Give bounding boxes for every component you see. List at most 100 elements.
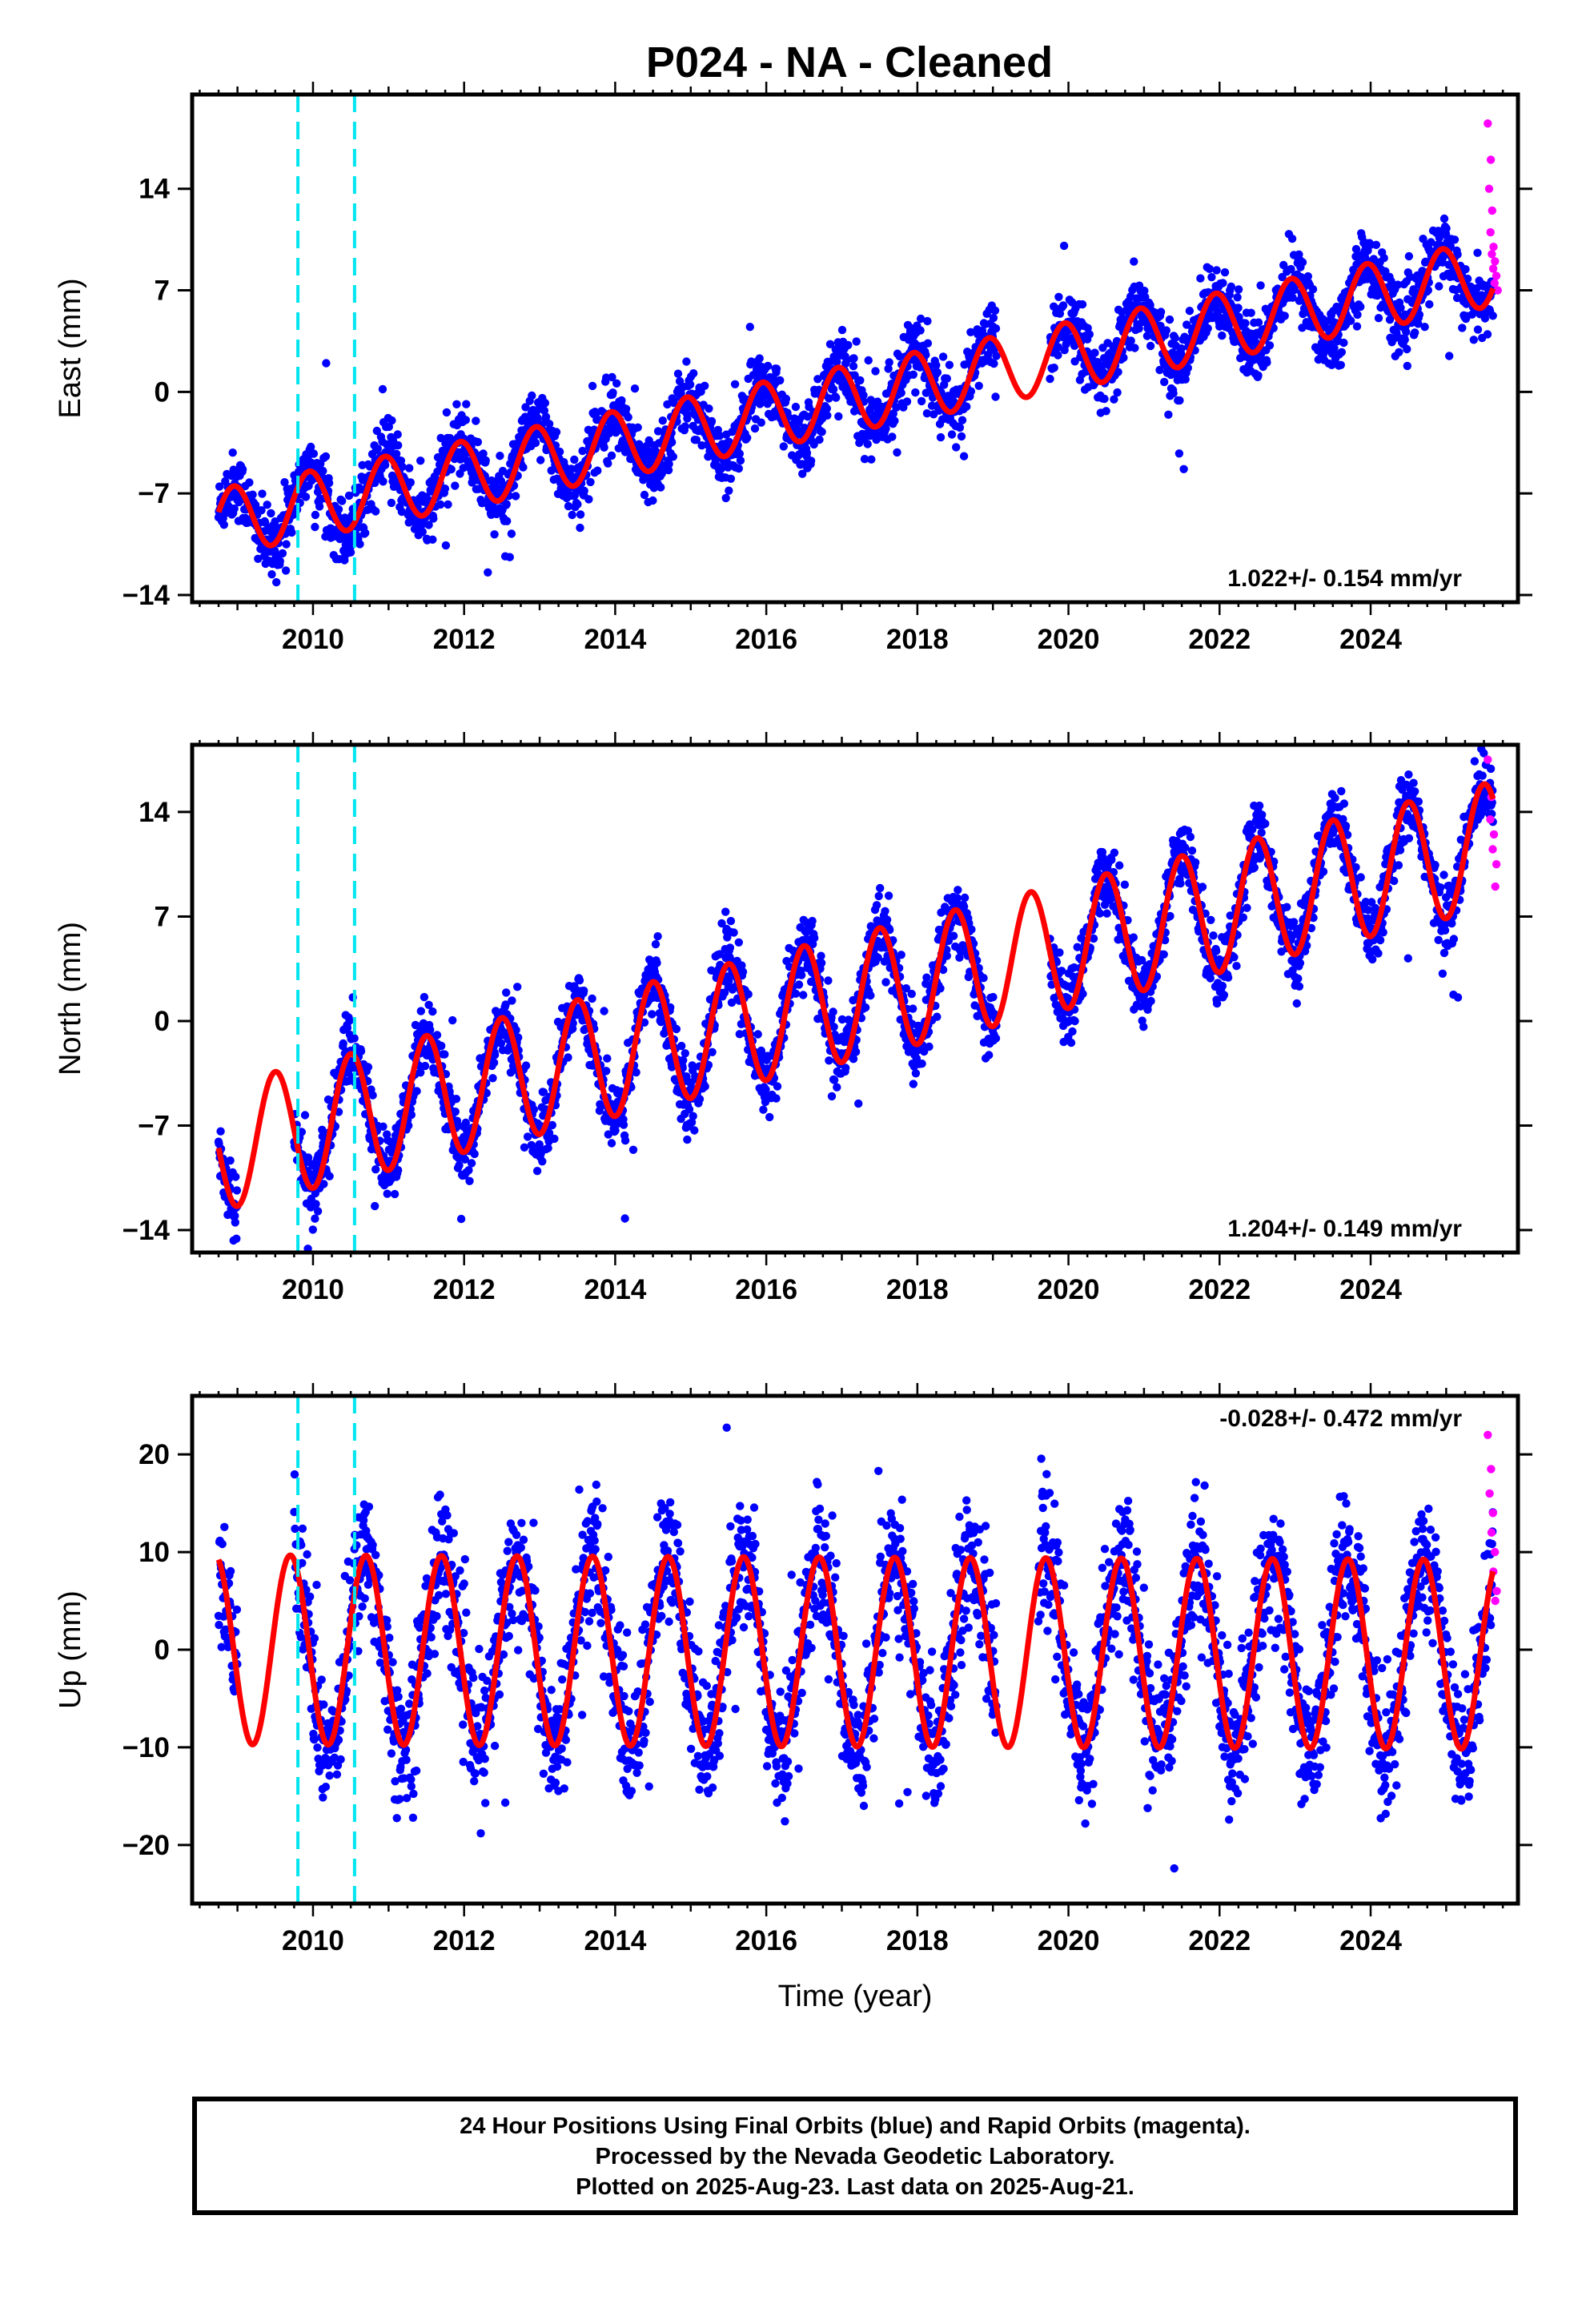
east-point xyxy=(1396,304,1405,312)
east-point xyxy=(621,404,631,413)
east-point xyxy=(906,324,915,332)
east-point xyxy=(911,388,920,397)
east-point xyxy=(1234,304,1243,312)
east-point xyxy=(1488,312,1497,320)
north-point xyxy=(909,1080,918,1088)
east-point xyxy=(324,478,334,488)
east-point xyxy=(798,469,807,478)
east-point xyxy=(837,325,847,335)
north-point xyxy=(721,907,730,916)
east-point xyxy=(916,326,925,335)
east-point xyxy=(763,361,773,371)
east-point xyxy=(1330,344,1339,352)
east-point xyxy=(743,433,752,442)
north-point xyxy=(849,1055,858,1063)
north-point xyxy=(428,1007,437,1016)
east-point xyxy=(228,448,237,457)
east-point xyxy=(1113,388,1122,397)
east-point xyxy=(1461,265,1470,274)
east-point xyxy=(280,478,289,487)
north-point xyxy=(925,1042,934,1051)
east-point xyxy=(1177,344,1186,353)
east-point xyxy=(361,529,370,537)
east-point xyxy=(817,428,826,436)
east-point xyxy=(479,449,488,458)
east-point xyxy=(282,540,291,549)
north-point xyxy=(448,1015,457,1025)
east-point xyxy=(989,313,998,323)
north-point xyxy=(708,1047,717,1057)
east-point xyxy=(1058,301,1068,310)
east-rapid-point xyxy=(1489,243,1498,251)
east-point xyxy=(888,432,897,441)
east-point xyxy=(825,340,835,348)
east-point xyxy=(484,568,492,577)
east-point xyxy=(829,385,838,394)
east-point xyxy=(1403,344,1411,354)
east-point xyxy=(1287,264,1295,274)
north-point xyxy=(1055,948,1064,957)
north-point xyxy=(726,916,736,926)
north-point xyxy=(911,1069,921,1078)
east-point xyxy=(832,393,841,402)
east-point xyxy=(856,376,865,385)
east-point xyxy=(424,521,433,529)
north-point xyxy=(701,1082,709,1091)
east-point xyxy=(701,381,709,390)
east-point xyxy=(1400,336,1409,344)
east-point xyxy=(378,384,387,394)
east-x-tick-label: 2010 xyxy=(282,624,344,655)
east-point xyxy=(608,388,617,397)
east-point xyxy=(387,416,396,425)
east-point xyxy=(747,357,756,366)
east-point xyxy=(570,455,579,464)
east-point xyxy=(447,464,456,474)
east-point xyxy=(1337,348,1347,356)
east-point xyxy=(859,391,868,400)
east-y-axis-label: East (mm) xyxy=(54,278,87,418)
east-point xyxy=(248,490,257,499)
north-final-orbit-points xyxy=(214,745,1497,1252)
east-point xyxy=(648,496,657,505)
east-point xyxy=(257,506,266,515)
east-point xyxy=(990,359,998,368)
north-point xyxy=(216,1127,225,1136)
east-point xyxy=(1235,312,1243,322)
north-point xyxy=(829,1076,839,1084)
north-point xyxy=(942,951,952,960)
east-point xyxy=(685,380,695,389)
east-point xyxy=(444,500,452,509)
north-point xyxy=(313,1207,323,1216)
east-point xyxy=(258,489,267,498)
east-point xyxy=(301,493,311,501)
north-point xyxy=(339,1039,347,1048)
east-point xyxy=(1425,300,1434,309)
east-point xyxy=(322,359,331,368)
north-point xyxy=(300,1111,310,1120)
east-point xyxy=(881,424,890,433)
east-point xyxy=(656,483,665,492)
east-point xyxy=(955,423,965,432)
east-rapid-point xyxy=(1484,119,1492,128)
east-point xyxy=(991,324,1001,333)
panel-north: 2010 2012 2014 2016 2018 2020 2022 2024−14−7071… xyxy=(54,732,1532,1305)
east-point xyxy=(867,455,876,464)
north-point xyxy=(882,915,892,924)
east-point xyxy=(1458,324,1467,332)
north-point xyxy=(677,1041,686,1051)
east-point xyxy=(436,500,445,509)
east-point xyxy=(346,548,355,557)
east-point xyxy=(933,368,942,377)
east-point xyxy=(849,362,858,371)
east-point xyxy=(387,498,396,508)
east-point xyxy=(1142,332,1152,340)
east-point xyxy=(1183,364,1193,372)
east-point xyxy=(842,356,851,365)
east-rapid-point xyxy=(1486,155,1496,164)
east-point xyxy=(665,460,673,468)
north-point xyxy=(884,891,893,900)
east-point xyxy=(822,404,832,413)
north-point xyxy=(827,1092,837,1101)
east-point xyxy=(429,514,438,523)
east-model-line xyxy=(215,246,1496,549)
